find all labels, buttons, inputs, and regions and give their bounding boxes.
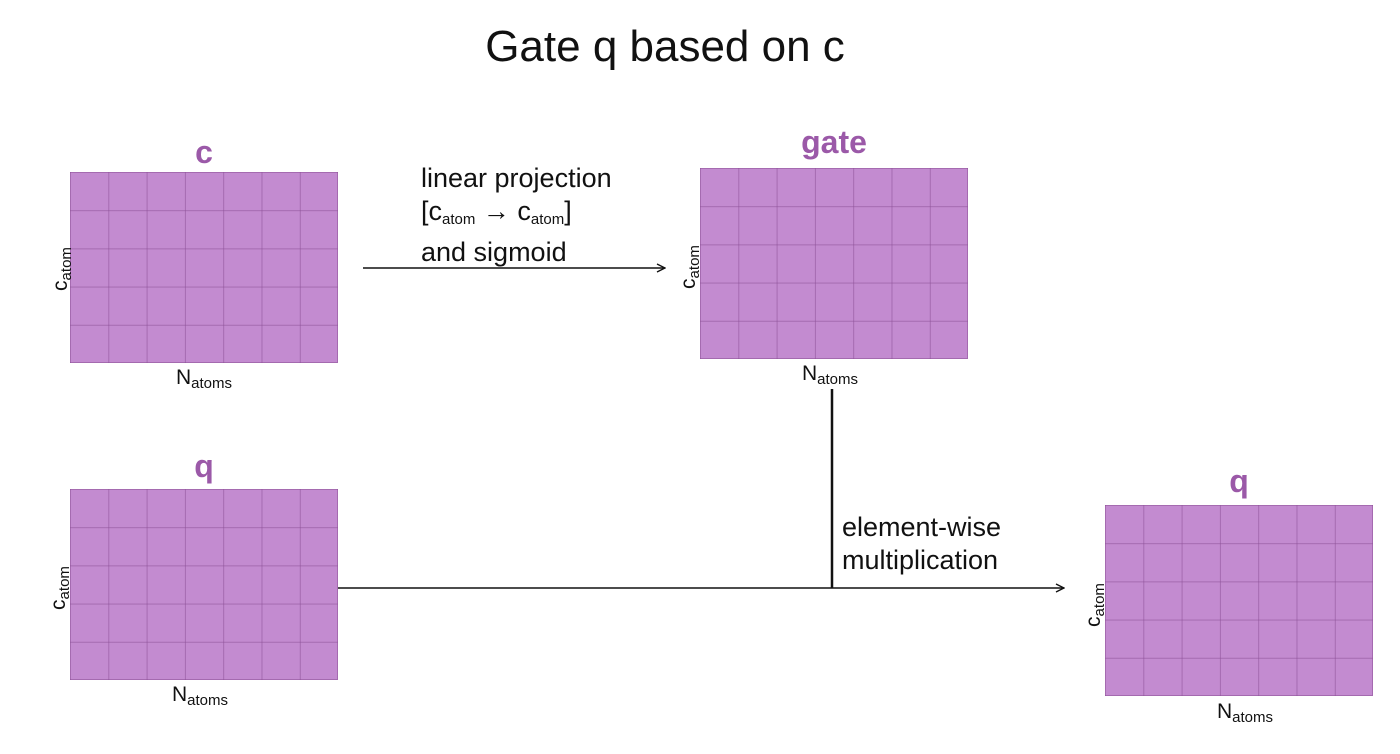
- matrix-c-x-axis-label: Natoms: [175, 366, 233, 392]
- projection-line-2: [catom → catom]: [421, 196, 572, 228]
- matrix-c-grid: [70, 172, 338, 363]
- multiply-line-1: element-wise: [842, 512, 1002, 542]
- matrix-gate-x-axis-label: Natoms: [801, 362, 859, 388]
- diagram-title: Gate q based on c: [485, 22, 845, 71]
- projection-line-1: linear projection: [421, 163, 612, 193]
- matrix-gate-label: gate: [801, 124, 867, 160]
- projection-line-3: and sigmoid: [421, 237, 567, 267]
- matrix-gate-grid: [700, 168, 968, 359]
- multiply-annotation: element-wise multiplication: [842, 511, 1001, 577]
- matrix-q-input-grid: [70, 489, 338, 680]
- multiply-line-2: multiplication: [842, 545, 999, 575]
- matrix-q-input-label: q: [194, 448, 214, 484]
- matrix-q-output-label: q: [1229, 463, 1249, 499]
- matrix-c-label: c: [195, 134, 213, 170]
- matrix-q-input-x-axis-label: Natoms: [171, 683, 229, 709]
- matrix-q-output-grid: [1105, 505, 1373, 696]
- projection-annotation: linear projection [catom → catom] and si…: [421, 162, 612, 269]
- matrix-q-output-x-axis-label: Natoms: [1216, 700, 1274, 726]
